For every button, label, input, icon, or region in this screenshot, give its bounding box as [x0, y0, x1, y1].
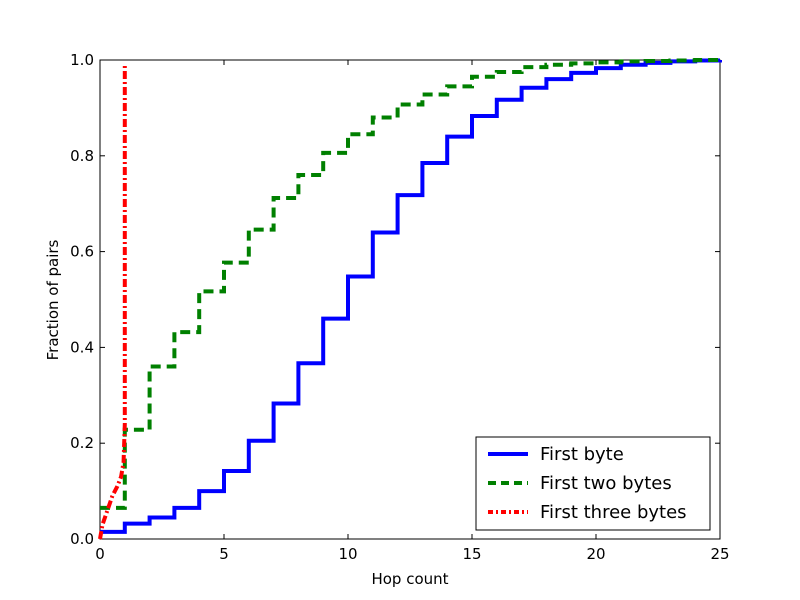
- x-tick-label: 5: [219, 545, 229, 563]
- legend-label: First two bytes: [540, 473, 672, 494]
- x-tick-label: 20: [586, 545, 605, 563]
- y-tick-label: 0.6: [70, 243, 94, 261]
- x-axis-label: Hop count: [371, 570, 448, 588]
- y-tick-label: 0.0: [70, 530, 94, 548]
- y-tick-label: 0.2: [70, 434, 94, 452]
- legend-label: First byte: [540, 444, 624, 465]
- legend: First byte First two bytes First three byt…: [475, 436, 711, 531]
- series-layer: [98, 58, 722, 540]
- x-tick-label: 15: [462, 545, 481, 563]
- x-axis: 0 5 10 15 20 25: [95, 60, 730, 563]
- y-axis-label: Fraction of pairs: [44, 239, 62, 360]
- y-tick-label: 0.4: [70, 338, 94, 356]
- y-tick-label: 0.8: [70, 147, 94, 165]
- series-line-1: [100, 58, 722, 534]
- series-line-2: [100, 58, 720, 510]
- y-tick-label: 1.0: [70, 51, 94, 69]
- legend-label: First three bytes: [540, 502, 687, 523]
- series-line-3: [98, 64, 127, 540]
- x-tick-label: 10: [338, 545, 357, 563]
- x-tick-label: 25: [710, 545, 729, 563]
- x-tick-label: 0: [95, 545, 105, 563]
- y-axis: 0.0 0.2 0.4 0.6 0.8 1.0: [70, 51, 720, 548]
